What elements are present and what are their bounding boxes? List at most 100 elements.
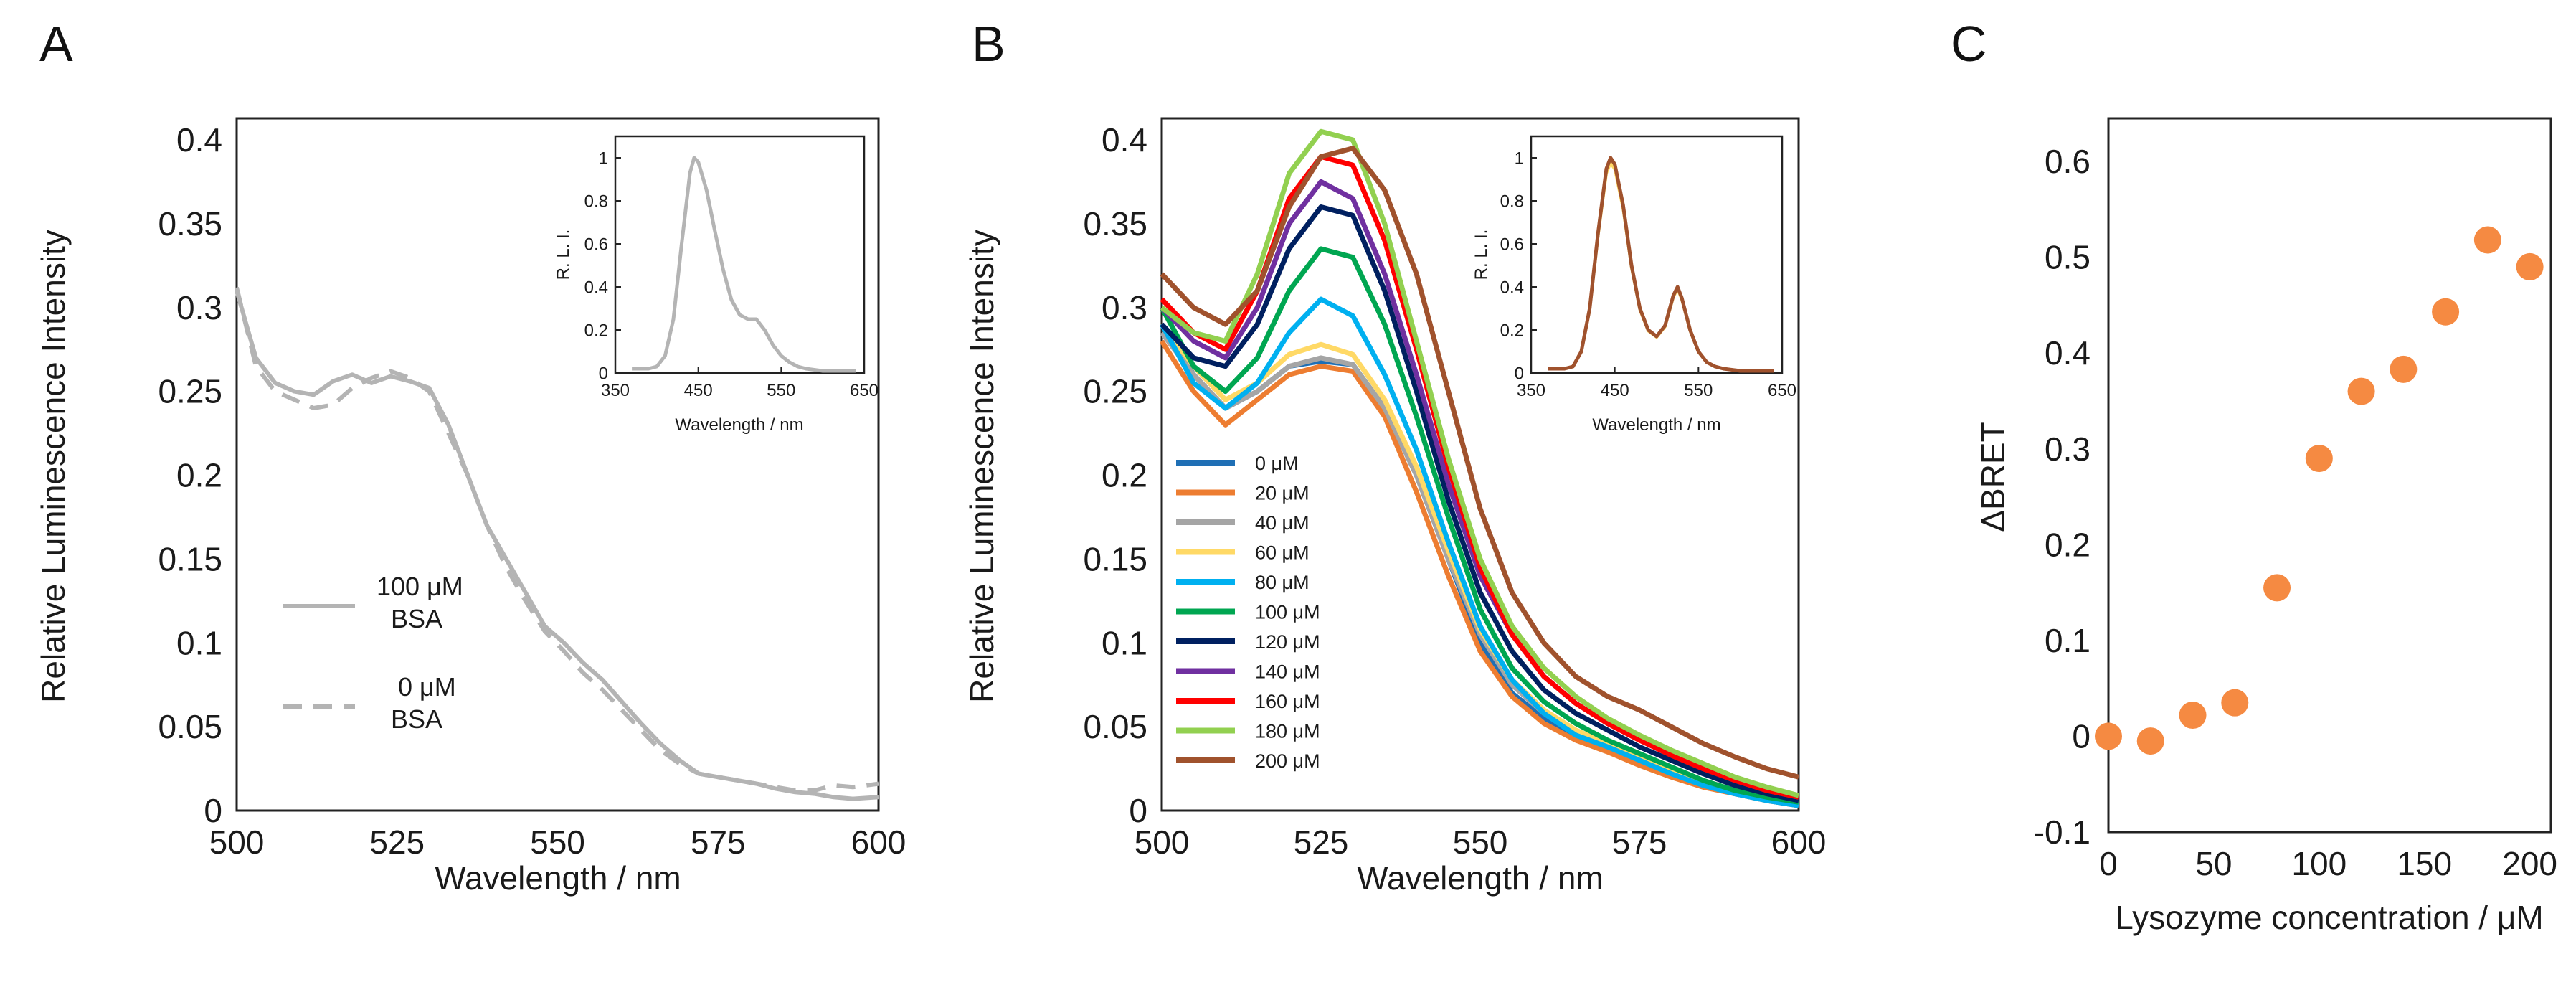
- panel-a-inset-frame: [614, 135, 866, 374]
- scatter-point-20um: [2136, 727, 2164, 755]
- panel-b-inset-y-tick-label: 1: [1515, 148, 1524, 168]
- panel-a-y-tick-label: 0.2: [176, 457, 222, 494]
- panel-c-x-ticks: 0 50 100 150 200: [2099, 845, 2557, 882]
- panel-b-y-tick-label: 0.35: [1083, 205, 1147, 242]
- panel-b-letter: B: [972, 16, 1005, 72]
- panel-a: A 0 0.05 0.1 0.15 0.2 0.25 0.3 0.35 0.4 500 525 55…: [34, 16, 906, 897]
- legend-label-160-m: 160 μM: [1255, 691, 1320, 712]
- panel-b-inset: 0 0.2 0.4 0.6 0.8 1 350 450 550 650 R. L. I. Wav…: [1472, 135, 1796, 435]
- legend-label-180-m: 180 μM: [1255, 721, 1320, 742]
- panel-a-inset-y-title: R. L. I.: [554, 230, 573, 280]
- legend-label-100-m: 100 μM: [1255, 602, 1320, 623]
- panel-a-y-tick-label: 0.4: [176, 121, 222, 159]
- panel-a-legend: 100 μM BSA 0 μM BSA: [283, 572, 463, 734]
- panel-a-inset-y-tick-label: 1: [599, 148, 608, 168]
- panel-a-y-tick-label: 0.05: [158, 708, 222, 745]
- panel-c-y-tick-label: 0.4: [2045, 334, 2090, 372]
- panel-b-series: [1159, 128, 1799, 808]
- panel-c-y-axis-title: ΔBRET: [1974, 422, 2012, 532]
- panel-a-x-tick-label: 600: [851, 823, 906, 861]
- panel-b-y-ticks: 0 0.05 0.1 0.15 0.2 0.25 0.3 0.35 0.4: [1083, 121, 1147, 829]
- panel-a-x-ticks: 500 525 550 575 600: [209, 823, 906, 861]
- panel-c-y-tick-label: 0.2: [2045, 526, 2090, 563]
- panel-b-inset-x-tick-label: 450: [1601, 381, 1629, 400]
- panel-a-inset-y-tick-label: 0.4: [584, 278, 608, 297]
- panel-b-legend: 0 μM 20 μM 40 μM 60 μM 80 μM 100 μM 120 μM 140 …: [1176, 453, 1320, 772]
- panel-c-plot-frame: [2107, 117, 2552, 834]
- scatter-point-160um: [2432, 298, 2460, 326]
- panel-b-inset-y-title: R. L. I.: [1472, 230, 1491, 280]
- series-line-100-m-bsa: [235, 290, 879, 801]
- panel-a-series: [235, 286, 879, 801]
- panel-a-inset-series: [632, 156, 856, 373]
- series-line-120-m: [1160, 204, 1799, 803]
- panel-c-letter: C: [1951, 16, 1987, 72]
- panel-a-inset: 0 0.2 0.4 0.6 0.8 1 350 450 550 650 R. L. I. Wav…: [554, 135, 879, 435]
- panel-b-x-tick-label: 550: [1453, 823, 1508, 861]
- panel-b-y-tick-label: 0.4: [1102, 121, 1147, 159]
- panel-a-x-tick-label: 550: [530, 823, 585, 861]
- panel-a-inset-x-tick-label: 550: [767, 381, 795, 400]
- scatter-point-120um: [2347, 377, 2375, 405]
- panel-c-y-tick-label: 0.5: [2045, 239, 2090, 276]
- scatter-point-80um: [2263, 574, 2291, 602]
- panel-a-y-axis-title: Relative Luminescence Intensity: [34, 230, 72, 703]
- legend-label-0um: 0 μM: [398, 672, 456, 702]
- panel-c-series: [2095, 226, 2544, 755]
- panel-a-y-tick-label: 0.15: [158, 540, 222, 577]
- panel-b-y-tick-label: 0.15: [1083, 540, 1147, 577]
- panel-c-x-tick-label: 0: [2099, 845, 2118, 882]
- panel-b-inset-y-tick-label: 0.8: [1500, 192, 1524, 211]
- panel-a-x-axis-title: Wavelength / nm: [435, 859, 681, 897]
- inset-series-line-b: [1548, 156, 1774, 373]
- panel-c: C -0.100.10.20.30.40.50.6 0 50 100 150 200 L…: [1951, 16, 2557, 936]
- panel-a-y-tick-label: 0.1: [176, 624, 222, 661]
- panel-a-y-tick-label: 0: [204, 792, 222, 829]
- inset-series-line-a: [632, 156, 856, 373]
- scatter-point-180um: [2473, 226, 2501, 254]
- panel-c-x-axis-title: Lysozyme concentration / μM: [2115, 899, 2543, 936]
- legend-label-120-m: 120 μM: [1255, 631, 1320, 653]
- panel-c-y-tick-label: -0.1: [2034, 813, 2090, 851]
- panel-a-inset-x-ticks: 350 450 550 650: [601, 367, 879, 400]
- panel-b-y-axis-title: Relative Luminescence Intensity: [963, 230, 1000, 703]
- panel-b-y-tick-label: 0.3: [1102, 289, 1147, 326]
- legend-label-80-m: 80 μM: [1255, 572, 1310, 593]
- legend-label-100um: 100 μM: [377, 572, 463, 601]
- panel-b-y-tick-label: 0.2: [1102, 457, 1147, 494]
- panel-a-inset-y-tick-label: 0.2: [584, 321, 608, 340]
- scatter-point-200um: [2516, 252, 2544, 280]
- series-line-200-m: [1160, 146, 1799, 780]
- panel-b-inset-y-tick-label: 0.2: [1500, 321, 1524, 340]
- panel-c-y-tick-label: 0: [2072, 718, 2090, 755]
- panel-b-x-axis-title: Wavelength / nm: [1357, 859, 1603, 897]
- series-line-80-m: [1159, 296, 1799, 808]
- panel-a-inset-y-tick-label: 0.8: [584, 192, 608, 211]
- legend-label-100um-bsa: BSA: [391, 604, 442, 633]
- panel-a-inset-x-tick-label: 350: [601, 381, 630, 400]
- scatter-point-40um: [2179, 702, 2207, 730]
- series-line-180-m: [1160, 128, 1799, 798]
- panel-b-inset-y-ticks: 0 0.2 0.4 0.6 0.8 1: [1500, 148, 1537, 383]
- panel-b-inset-x-title: Wavelength / nm: [1592, 415, 1720, 435]
- panel-a-x-tick-label: 500: [209, 823, 265, 861]
- scatter-point-100um: [2305, 445, 2333, 473]
- legend-label-0um-bsa: BSA: [391, 704, 442, 734]
- panel-b-x-tick-label: 500: [1135, 823, 1190, 861]
- panel-b-y-tick-label: 0: [1129, 792, 1147, 829]
- panel-a-inset-y-ticks: 0 0.2 0.4 0.6 0.8 1: [584, 148, 621, 383]
- panel-b-inset-x-tick-label: 650: [1768, 381, 1796, 400]
- panel-c-x-tick-label: 50: [2195, 845, 2232, 882]
- panel-b-inset-series: [1548, 156, 1774, 373]
- legend-label-40-m: 40 μM: [1255, 512, 1310, 534]
- panel-b-x-tick-label: 525: [1294, 823, 1349, 861]
- panel-c-y-ticks: -0.1 0 0.1 0.2 0.3 0.4 0.5 0.6: [2034, 143, 2090, 851]
- panel-b-y-tick-label: 0.05: [1083, 708, 1147, 745]
- panel-b-inset-y-tick-label: 0: [1515, 364, 1524, 383]
- panel-a-inset-x-tick-label: 650: [850, 381, 879, 400]
- panel-b: B 0 0.05 0.1 0.15 0.2 0.25 0.3 0.35 0.4 500 525 55…: [963, 16, 1826, 897]
- panel-a-x-tick-label: 525: [369, 823, 425, 861]
- legend-label-140-m: 140 μM: [1255, 661, 1320, 683]
- legend-label-20-m: 20 μM: [1255, 483, 1310, 504]
